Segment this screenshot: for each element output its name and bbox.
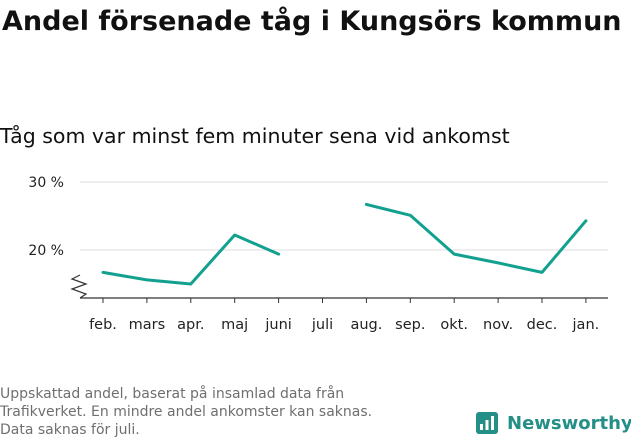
chart-title: Andel försenade tåg i Kungsörs kommun (2, 6, 622, 37)
x-tick-label: nov. (483, 317, 513, 333)
x-tick-label: apr. (177, 317, 204, 333)
x-tick-label: sep. (395, 317, 425, 333)
chart-subtitle: Tåg som var minst fem minuter sena vid a… (0, 124, 510, 148)
line-chart: 20 % 30 % feb. mars apr. maj juni juli aug. sep. o… (28, 175, 608, 333)
x-tick-label: aug. (350, 317, 382, 333)
x-tick-label: jan. (572, 317, 600, 333)
brand-name: Newsworthy (507, 412, 631, 434)
x-tick-label: juli (311, 317, 333, 333)
x-tick-label: maj (221, 317, 248, 333)
newsworthy-brand[interactable]: Newsworthy (475, 408, 631, 438)
series-line-segment (101, 233, 281, 286)
source-note-line: Data saknas för juli. (0, 422, 140, 438)
x-tick-label: okt. (440, 317, 468, 333)
x-tick-label: mars (129, 317, 166, 333)
x-tick-label: juni (264, 317, 291, 333)
series-line-segment (364, 202, 588, 274)
y-tick-label: 30 % (28, 175, 64, 191)
source-note-line: Uppskattad andel, baserat på insamlad da… (0, 386, 345, 402)
x-tick-label: dec. (527, 317, 558, 333)
axis-break-icon (70, 274, 88, 299)
source-note-line: Trafikverket. En mindre andel ankomster … (0, 404, 373, 420)
bar-chart-logo-icon (476, 412, 498, 434)
y-tick-label: 20 % (28, 243, 64, 259)
source-note: Uppskattad andel, baserat på insamlad da… (0, 385, 440, 439)
x-tick-label: feb. (89, 317, 117, 333)
